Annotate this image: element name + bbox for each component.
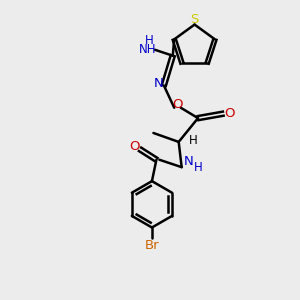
Text: S: S xyxy=(190,13,199,26)
Text: N: N xyxy=(154,77,164,90)
Text: N: N xyxy=(183,155,193,168)
Text: O: O xyxy=(224,107,235,120)
Text: H: H xyxy=(189,134,198,147)
Text: O: O xyxy=(129,140,140,153)
Text: H: H xyxy=(145,34,153,47)
Text: Br: Br xyxy=(145,239,159,252)
Text: H: H xyxy=(194,161,202,174)
Text: NH: NH xyxy=(139,43,156,56)
Text: O: O xyxy=(172,98,183,111)
